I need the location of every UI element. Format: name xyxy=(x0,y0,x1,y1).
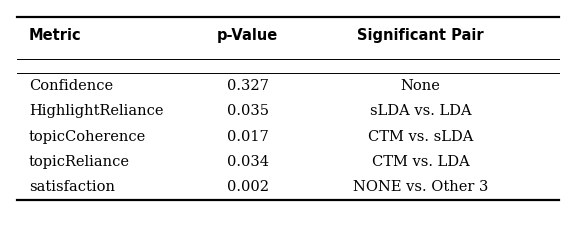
Text: Significant Pair: Significant Pair xyxy=(357,28,484,43)
Text: sLDA vs. LDA: sLDA vs. LDA xyxy=(370,104,471,118)
Text: 0.002: 0.002 xyxy=(227,180,268,194)
Text: None: None xyxy=(400,79,441,93)
Text: topicReliance: topicReliance xyxy=(29,155,130,169)
Text: satisfaction: satisfaction xyxy=(29,180,115,194)
Text: CTM vs. sLDA: CTM vs. sLDA xyxy=(368,130,473,144)
Text: 0.035: 0.035 xyxy=(227,104,268,118)
Text: Metric: Metric xyxy=(29,28,81,43)
Text: HighlightReliance: HighlightReliance xyxy=(29,104,164,118)
Text: topicCoherence: topicCoherence xyxy=(29,130,146,144)
Text: NONE vs. Other 3: NONE vs. Other 3 xyxy=(353,180,488,194)
Text: 0.034: 0.034 xyxy=(227,155,268,169)
Text: 0.327: 0.327 xyxy=(227,79,268,93)
Text: Confidence: Confidence xyxy=(29,79,113,93)
Text: 0.017: 0.017 xyxy=(227,130,268,144)
Text: CTM vs. LDA: CTM vs. LDA xyxy=(372,155,469,169)
Text: p-Value: p-Value xyxy=(217,28,278,43)
